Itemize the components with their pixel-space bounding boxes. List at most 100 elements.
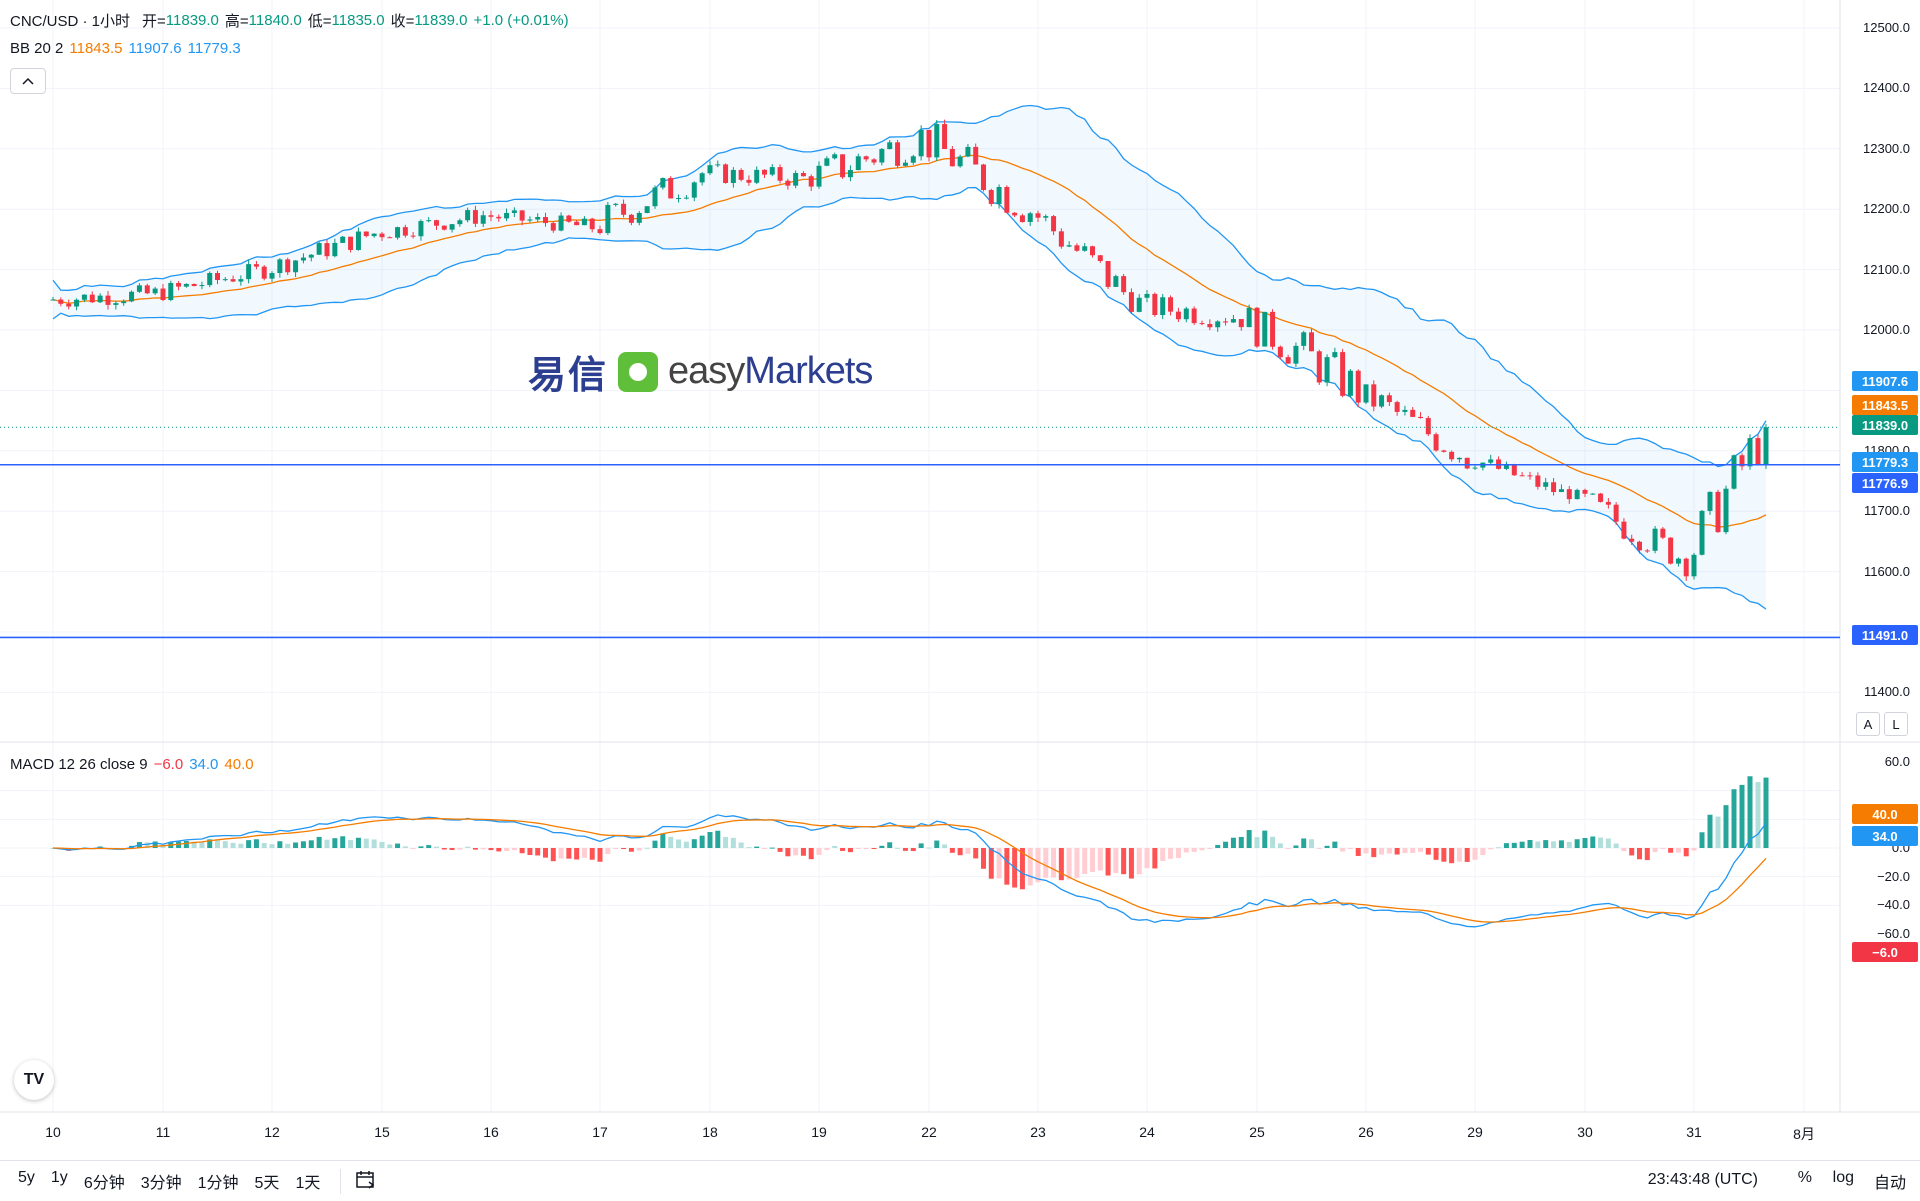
macd-histogram-bar (1043, 848, 1049, 878)
macd-histogram-bar (1152, 848, 1158, 869)
high-label: 高= (224, 13, 249, 30)
candle-body (58, 299, 64, 304)
candle-body (1301, 332, 1307, 346)
macd-legend[interactable]: MACD 12 26 close 9 −6.0 34.0 40.0 (10, 756, 254, 773)
easymarkets-logo-icon (618, 351, 659, 392)
macd-histogram-bar (746, 847, 752, 849)
candle-body (1503, 464, 1509, 469)
candle-body (355, 231, 361, 250)
candle-body (1449, 451, 1455, 460)
auto-button[interactable]: 自动 (1873, 1175, 1906, 1192)
range-button[interactable]: 3分钟 (140, 1175, 182, 1192)
candle-body (660, 177, 666, 188)
symbol-label[interactable]: CNC/USD · 1小时 (10, 13, 131, 30)
candle-body (769, 167, 775, 175)
macd-histogram-bar (441, 848, 447, 850)
auto-scale-button[interactable]: A (1856, 712, 1880, 736)
macd-histogram-bar (457, 848, 463, 850)
range-button[interactable]: 1y (50, 1169, 68, 1186)
candle-body (1012, 212, 1018, 216)
candle-body (691, 182, 697, 198)
macd-histogram-bar (418, 846, 424, 848)
candle-body (316, 243, 322, 255)
candle-body (668, 177, 674, 199)
candle-body (1223, 321, 1229, 323)
macd-histogram-bar (238, 843, 244, 848)
macd-histogram-bar (1683, 848, 1689, 857)
candle-body (363, 231, 369, 237)
price-tag: 11839.0 (1852, 415, 1918, 435)
macd-histogram-bar (1394, 848, 1400, 855)
macd-histogram-bar (605, 848, 611, 855)
candle-body (472, 210, 478, 224)
macd-histogram-bar (355, 837, 361, 848)
log-scale-button[interactable]: L (1884, 712, 1908, 736)
macd-histogram-bar (1270, 836, 1276, 848)
candle-body (918, 129, 924, 157)
date-tick-label: 25 (1249, 1124, 1265, 1140)
log-button[interactable]: log (1832, 1169, 1854, 1186)
tradingview-logo-icon[interactable]: TV (14, 1060, 54, 1100)
macd-histogram-bar (668, 836, 674, 848)
macd-histogram-bar (1558, 840, 1564, 848)
range-button[interactable]: 1分钟 (197, 1175, 239, 1192)
range-button[interactable]: 5y (18, 1169, 35, 1186)
calendar-icon[interactable] (340, 1168, 377, 1194)
candle-body (1441, 450, 1447, 452)
range-button[interactable]: 5天 (254, 1175, 280, 1192)
macd-histogram-bar (636, 848, 642, 851)
candle-body (348, 236, 354, 250)
macd-histogram-bar (1511, 842, 1517, 848)
candle-body (496, 216, 502, 219)
date-tick-label: 26 (1358, 1124, 1374, 1140)
macd-histogram-bar (1644, 848, 1650, 861)
macd-histogram-bar (957, 848, 963, 856)
collapse-legend-button[interactable] (10, 68, 46, 94)
macd-histogram-bar (261, 843, 267, 848)
candle-body (589, 218, 595, 230)
candle-body (715, 164, 721, 166)
macd-histogram-bar (426, 845, 432, 848)
candle-body (707, 165, 713, 174)
macd-histogram-bar (332, 838, 338, 848)
low-label: 低= (307, 13, 332, 30)
candle-body (1215, 321, 1221, 328)
candle-body (136, 285, 142, 292)
macd-histogram-bar (543, 848, 548, 858)
bb-legend[interactable]: BB 20 2 11843.5 11907.6 11779.3 (10, 40, 241, 57)
macd-histogram-bar (1051, 848, 1057, 878)
candle-body (1464, 457, 1470, 469)
macd-tick-label: −40.0 (1877, 897, 1910, 913)
candle-body (340, 236, 346, 243)
macd-histogram-bar (183, 840, 189, 848)
candle-body (66, 303, 72, 307)
candle-body (754, 169, 760, 183)
candle-body (1152, 293, 1158, 316)
price-chart[interactable] (0, 0, 1920, 1120)
range-button[interactable]: 6分钟 (83, 1175, 125, 1192)
macd-histogram-bar (738, 842, 744, 848)
range-button[interactable]: 1天 (295, 1175, 321, 1192)
utc-clock[interactable]: 23:43:48 (UTC) (1647, 1171, 1758, 1188)
macd-histogram-bar (1191, 848, 1197, 852)
macd-histogram-bar (1230, 837, 1236, 848)
candle-body (1144, 293, 1150, 298)
macd-histogram-bar (1605, 838, 1611, 848)
candle-body (1277, 346, 1283, 358)
macd-histogram-bar (715, 830, 721, 848)
macd-histogram-bar (1410, 848, 1416, 853)
candle-body (183, 283, 189, 287)
macd-histogram-bar (230, 842, 236, 848)
macd-histogram-bar (550, 848, 556, 862)
macd-histogram-bar (527, 848, 533, 855)
macd-histogram-bar (683, 841, 689, 848)
macd-histogram-bar (918, 843, 924, 848)
macd-line (52, 814, 1767, 928)
percent-button[interactable]: % (1797, 1169, 1812, 1186)
macd-histogram-bar (207, 839, 213, 848)
macd-tick-label: −20.0 (1877, 868, 1910, 884)
macd-histogram-bar (1316, 848, 1322, 849)
macd-histogram-bar (699, 835, 705, 848)
macd-histogram-bar (496, 848, 502, 852)
